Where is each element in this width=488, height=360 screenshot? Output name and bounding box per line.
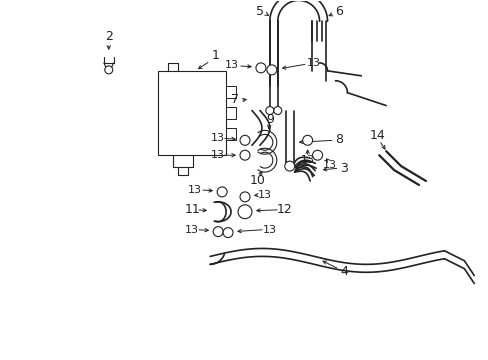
Bar — [158, 71, 225, 155]
Text: 12: 12 — [276, 203, 292, 216]
Text: 2: 2 — [104, 30, 112, 42]
Text: 9: 9 — [265, 113, 273, 126]
Circle shape — [273, 107, 281, 114]
Text: 8: 8 — [335, 133, 343, 146]
Circle shape — [217, 187, 226, 197]
Circle shape — [265, 107, 273, 114]
Text: 13: 13 — [224, 60, 239, 70]
Text: 4: 4 — [340, 265, 347, 278]
Circle shape — [213, 227, 223, 237]
Text: 7: 7 — [231, 93, 239, 106]
Bar — [225, 86, 236, 98]
Text: 14: 14 — [368, 129, 385, 142]
Text: 13: 13 — [300, 155, 314, 165]
Text: 13: 13 — [257, 190, 271, 200]
Text: 13: 13 — [211, 133, 224, 143]
Text: 13: 13 — [211, 150, 224, 160]
Circle shape — [223, 228, 233, 238]
Circle shape — [284, 161, 294, 171]
Bar — [225, 128, 236, 140]
Circle shape — [302, 135, 312, 145]
Text: 11: 11 — [184, 203, 200, 216]
Text: 13: 13 — [306, 58, 320, 68]
Text: 6: 6 — [335, 5, 343, 18]
Text: 10: 10 — [249, 175, 265, 188]
Circle shape — [255, 63, 265, 73]
Text: 13: 13 — [188, 185, 202, 195]
Circle shape — [238, 205, 251, 219]
Text: 13: 13 — [322, 160, 336, 170]
Bar — [225, 107, 236, 119]
Text: 1: 1 — [211, 49, 219, 63]
Circle shape — [312, 150, 322, 160]
Circle shape — [104, 66, 113, 74]
Circle shape — [240, 192, 249, 202]
Circle shape — [240, 135, 249, 145]
Text: 13: 13 — [263, 225, 276, 235]
Circle shape — [240, 150, 249, 160]
Text: 5: 5 — [255, 5, 264, 18]
Text: 3: 3 — [340, 162, 347, 175]
Circle shape — [266, 65, 276, 75]
Text: 13: 13 — [185, 225, 199, 235]
